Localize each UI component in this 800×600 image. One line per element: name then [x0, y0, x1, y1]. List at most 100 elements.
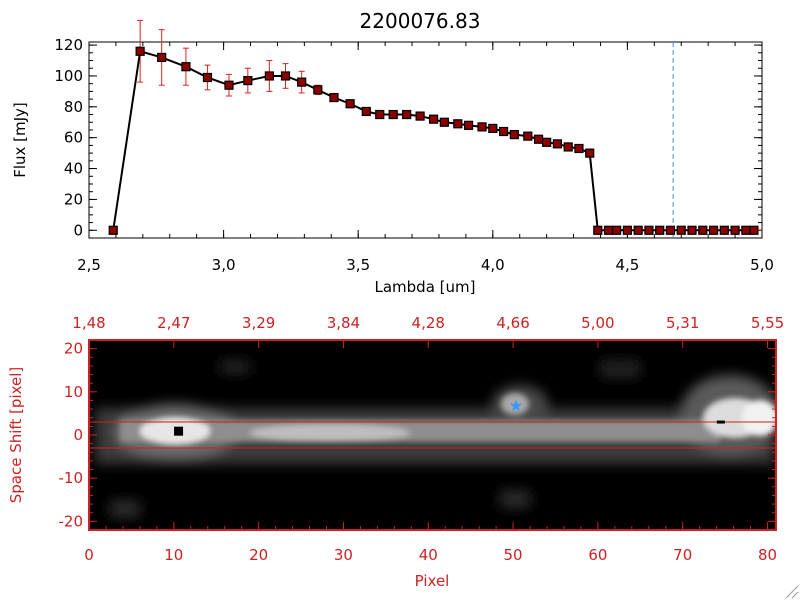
data-point [498, 126, 509, 137]
dark-pixel-mark [716, 420, 725, 424]
y-tick-label: 100 [54, 67, 83, 85]
data-point [224, 80, 234, 90]
data-point [749, 225, 759, 235]
dark-pixel-mark [174, 426, 184, 436]
y-tick-label: 20 [64, 340, 83, 358]
data-point [264, 71, 274, 81]
top-tick-label: 4,66 [496, 314, 529, 332]
data-point [585, 148, 595, 158]
data-point [665, 225, 676, 235]
chart-title: 2200076.83 [360, 9, 481, 33]
spectrum-y-label: Flux [mJy] [11, 102, 29, 178]
data-point [280, 71, 291, 81]
top-tick-label: 5,00 [581, 314, 614, 332]
x-tick-label: 60 [588, 546, 607, 564]
data-point [633, 225, 643, 235]
x-tick-label: 30 [334, 546, 353, 564]
data-point [202, 72, 213, 83]
data-point [574, 143, 584, 154]
x-tick-label: 3,0 [212, 256, 236, 274]
top-tick-label: 3,29 [242, 314, 275, 332]
data-point [135, 46, 145, 56]
data-point [181, 62, 191, 72]
source-star-icon: ★ [509, 396, 523, 415]
data-point [719, 225, 729, 235]
spectrum-x-label: Lambda [um] [375, 278, 476, 296]
data-point [108, 225, 118, 235]
spatial-image-plot: ★ 0 10 20 30 40 50 60 70 80 1,48 2,47 3,29 3,84 4,28 4… [7, 314, 784, 590]
data-point [157, 52, 167, 63]
x-tick-label: 70 [673, 546, 692, 564]
flux-markers [108, 46, 759, 235]
data-point [345, 99, 355, 109]
spectrum-plot: 2,5 3,0 3,5 4,0 4,5 5,0 0 20 40 60 80 100 120 Lambda… [11, 19, 774, 296]
data-point [698, 225, 708, 235]
image-emission [95, 360, 776, 518]
top-tick-label: 4,28 [412, 314, 445, 332]
data-point [402, 109, 412, 120]
data-point [687, 225, 697, 235]
top-tick-label: 3,84 [327, 314, 360, 332]
x-tick-label: 0 [84, 546, 94, 564]
y-tick-label: -20 [59, 512, 84, 530]
x-tick-label: 5,0 [750, 256, 774, 274]
data-point [593, 225, 603, 235]
data-point [708, 225, 719, 235]
spectrum-axes-frame [88, 41, 763, 239]
y-tick-label: 0 [73, 221, 83, 239]
data-point [612, 225, 622, 235]
data-point [243, 75, 253, 86]
image-x-label: Pixel [415, 572, 450, 590]
x-tick-label: 50 [504, 546, 523, 564]
data-point [361, 106, 371, 117]
x-tick-label: 2,5 [77, 256, 101, 274]
data-point [523, 131, 533, 141]
data-point [415, 111, 425, 121]
image-ticks: 0 10 20 30 40 50 60 70 80 1,48 2,47 3,29 3,84 4,28 4,6… [59, 314, 785, 564]
data-point [477, 122, 487, 132]
y-tick-label: 10 [64, 383, 83, 401]
image-y-label: Space Shift [pixel] [7, 367, 25, 504]
data-point [388, 109, 398, 120]
data-point [622, 225, 633, 235]
data-point [644, 225, 654, 235]
data-point [297, 77, 307, 87]
data-point [453, 119, 463, 129]
top-tick-label: 5,31 [666, 314, 699, 332]
y-tick-label: 0 [73, 426, 83, 444]
data-point [542, 137, 552, 147]
x-tick-label: 20 [249, 546, 268, 564]
x-tick-label: 40 [419, 546, 438, 564]
y-tick-label: 40 [64, 160, 83, 178]
y-tick-label: 20 [64, 190, 83, 208]
y-tick-label: 120 [54, 36, 83, 54]
data-point [375, 109, 385, 120]
x-tick-label: 10 [164, 546, 183, 564]
data-point [509, 129, 519, 140]
data-point [552, 139, 563, 149]
y-tick-label: -10 [59, 469, 84, 487]
spectrum-ticks: 2,5 3,0 3,5 4,0 4,5 5,0 0 20 40 60 80 100 120 [54, 36, 774, 274]
y-tick-label: 80 [64, 98, 83, 116]
data-point [563, 142, 573, 152]
top-tick-label: 5,55 [751, 314, 784, 332]
data-point [741, 225, 751, 235]
data-point [439, 117, 449, 127]
data-point [730, 225, 740, 235]
data-point [655, 225, 665, 235]
data-point [488, 123, 498, 134]
data-point [313, 85, 323, 95]
top-tick-label: 1,48 [72, 314, 105, 332]
x-tick-label: 80 [758, 546, 777, 564]
x-tick-label: 4,5 [615, 256, 639, 274]
data-point [329, 92, 339, 103]
top-tick-label: 2,47 [157, 314, 190, 332]
x-tick-label: 3,5 [346, 256, 370, 274]
data-point [603, 225, 614, 235]
resize-grip-icon[interactable] [785, 585, 799, 599]
data-point [676, 225, 686, 235]
data-point [428, 114, 439, 124]
x-tick-label: 4,0 [481, 256, 505, 274]
data-point [533, 134, 544, 144]
